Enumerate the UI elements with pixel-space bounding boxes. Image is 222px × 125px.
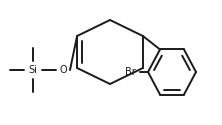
- Text: O: O: [59, 65, 67, 75]
- Text: Si: Si: [29, 65, 38, 75]
- Text: Br: Br: [125, 67, 135, 77]
